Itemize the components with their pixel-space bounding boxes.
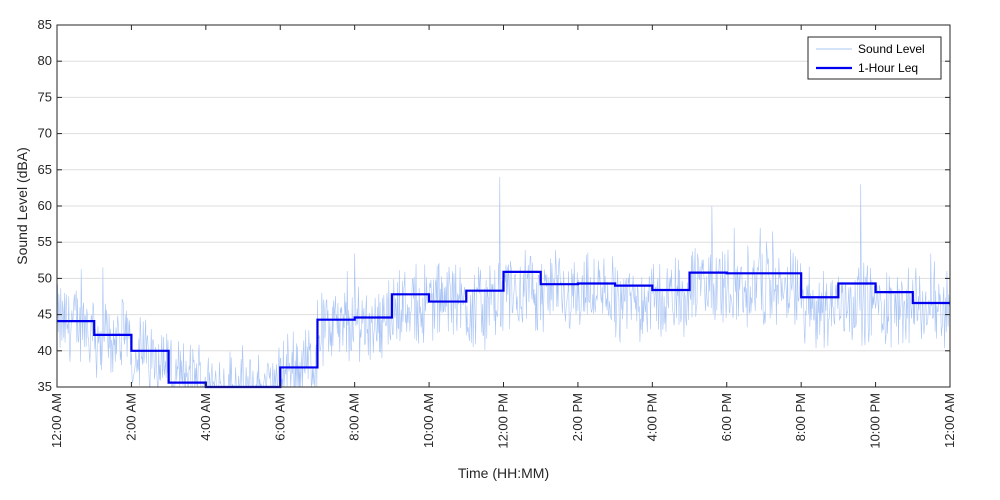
x-tick-label: 6:00 AM	[272, 393, 287, 441]
y-axis-label: Sound Level (dBA)	[14, 147, 30, 265]
y-tick-label: 40	[38, 343, 52, 358]
x-tick-label: 8:00 AM	[347, 393, 362, 441]
x-tick-label: 6:00 PM	[719, 393, 734, 441]
x-tick-label: 2:00 AM	[123, 393, 138, 441]
y-tick-label: 45	[38, 307, 52, 322]
y-tick-label: 55	[38, 234, 52, 249]
y-tick-label: 85	[38, 17, 52, 32]
y-tick-label: 75	[38, 89, 52, 104]
x-tick-label: 4:00 PM	[644, 393, 659, 441]
legend-label-1-hour-leq: 1-Hour Leq	[858, 61, 918, 75]
x-tick-label: 12:00 PM	[496, 393, 511, 449]
x-axis-ticks: 12:00 AM 2:00 AM 4:00 AM 6:00 AM 8:00 AM 10:0…	[49, 25, 957, 449]
y-tick-label: 50	[38, 270, 52, 285]
y-tick-label: 60	[38, 198, 52, 213]
y-tick-label: 70	[38, 126, 52, 141]
y-axis-ticks: 35 40 45 50 55 60 65 70 75 80 85	[38, 17, 950, 394]
x-tick-label: 4:00 AM	[198, 393, 213, 441]
y-tick-label: 65	[38, 162, 52, 177]
x-tick-label: 10:00 AM	[421, 393, 436, 448]
y-tick-label: 80	[38, 53, 52, 68]
x-tick-label: 12:00 AM	[942, 393, 957, 448]
x-tick-label: 10:00 PM	[868, 393, 883, 449]
x-tick-label: 12:00 AM	[49, 393, 64, 448]
y-tick-label: 35	[38, 379, 52, 394]
x-tick-label: 2:00 PM	[570, 393, 585, 441]
x-tick-label: 8:00 PM	[793, 393, 808, 441]
legend: Sound Level 1-Hour Leq	[807, 36, 942, 80]
legend-label-sound-level: Sound Level	[858, 42, 925, 56]
legend-box	[807, 36, 942, 80]
x-axis-label: Time (HH:MM)	[458, 465, 549, 481]
